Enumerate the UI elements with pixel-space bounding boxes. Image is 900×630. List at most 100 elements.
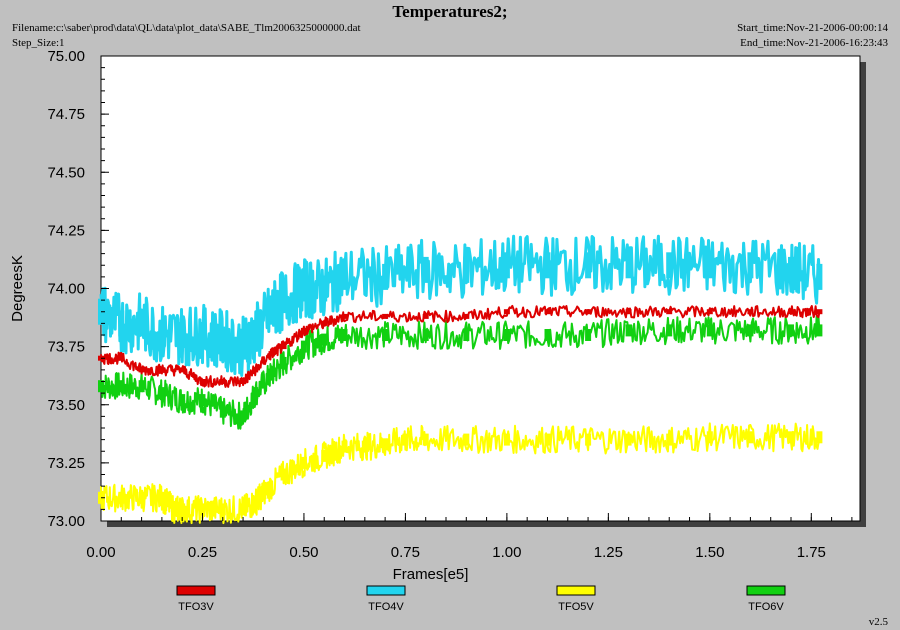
data-point-tfo6v: [666, 324, 673, 337]
data-point-tfo6v: [788, 324, 794, 337]
data-point-tfo3v: [747, 309, 754, 315]
data-point-tfo4v: [179, 322, 186, 348]
data-point-tfo6v: [463, 329, 470, 341]
data-point-tfo3v: [463, 313, 470, 319]
y-tick-label: 74.00: [47, 281, 85, 298]
data-point-tfo4v: [463, 256, 470, 283]
y-tick-label: 74.50: [47, 164, 85, 181]
data-point-tfo6v: [138, 380, 145, 393]
data-point-tfo4v: [503, 252, 510, 279]
data-point-tfo4v: [666, 252, 673, 279]
x-tick-label: 0.75: [391, 544, 420, 561]
data-point-tfo4v: [252, 322, 259, 348]
legend-label-tfo3v: TFO3V: [178, 601, 214, 613]
step-size-label: Step_Size:1: [12, 37, 65, 49]
data-point-tfo5v: [788, 431, 794, 444]
data-point-tfo5v: [280, 468, 287, 481]
legend-label-tfo6v: TFO6V: [748, 601, 784, 613]
data-point-tfo5v: [402, 433, 409, 446]
data-point-tfo6v: [300, 340, 307, 353]
data-point-tfo5v: [382, 438, 389, 451]
data-point-tfo5v: [199, 503, 206, 516]
legend-swatch-tfo5v: [556, 585, 596, 596]
data-point-tfo3v: [252, 367, 259, 373]
data-point-tfo3v: [816, 309, 823, 315]
data-point-tfo5v: [361, 440, 368, 453]
data-point-tfo5v: [158, 491, 165, 504]
x-tick-label: 0.00: [86, 544, 115, 561]
data-point-tfo3v: [321, 320, 328, 326]
data-point-tfo6v: [706, 324, 713, 337]
data-point-tfo3v: [382, 313, 389, 319]
data-point-tfo6v: [199, 394, 206, 407]
y-axis-title: DegreesK: [9, 255, 26, 322]
data-point-tfo6v: [422, 329, 429, 341]
data-point-tfo5v: [747, 431, 754, 444]
data-point-tfo3v: [138, 367, 145, 373]
series-line-tfo4v: [99, 234, 821, 377]
data-point-tfo4v: [240, 333, 247, 360]
x-axis-title: Frames[e5]: [393, 566, 469, 583]
y-tick-label: 73.00: [47, 513, 85, 530]
series-tfo5v: [98, 422, 823, 525]
y-tick-label: 73.25: [47, 455, 85, 472]
data-point-tfo4v: [138, 310, 145, 337]
data-point-tfo6v: [625, 324, 632, 337]
data-point-tfo3v: [503, 309, 510, 315]
data-point-tfo5v: [666, 433, 673, 446]
legend-swatch-tfo4v: [366, 585, 406, 596]
data-point-tfo4v: [747, 252, 754, 279]
data-point-tfo3v: [706, 309, 713, 315]
legend-swatch-tfo3v: [176, 585, 216, 596]
data-point-tfo6v: [585, 329, 592, 341]
y-tick-label: 73.75: [47, 339, 85, 356]
data-point-tfo5v: [463, 433, 470, 446]
data-point-tfo4v: [382, 263, 389, 290]
data-point-tfo3v: [666, 309, 673, 315]
data-point-tfo6v: [252, 387, 259, 400]
data-point-tfo6v: [118, 380, 125, 393]
legend-label-tfo4v: TFO4V: [368, 601, 404, 613]
data-point-tfo3v: [422, 313, 429, 319]
data-point-tfo5v: [260, 487, 267, 500]
data-point-tfo4v: [788, 256, 794, 283]
data-point-tfo5v: [816, 431, 823, 444]
legend: TFO3V TFO4V TFO5V TFO6V: [176, 585, 786, 613]
data-point-tfo5v: [240, 503, 247, 516]
data-point-tfo5v: [585, 433, 592, 446]
data-point-tfo3v: [118, 355, 125, 361]
data-point-tfo6v: [816, 324, 823, 337]
data-point-tfo6v: [341, 329, 348, 341]
data-point-tfo4v: [706, 252, 713, 279]
data-point-tfo4v: [625, 252, 632, 279]
data-point-tfo5v: [503, 433, 510, 446]
axes-layer: 73.00 73.25 73.50 73.75 74.00 74.25 74.50 74.75…: [47, 48, 853, 561]
data-point-tfo6v: [503, 329, 510, 341]
data-point-tfo3v: [219, 379, 226, 384]
data-point-tfo3v: [240, 379, 247, 384]
y-tick-label: 75.00: [47, 48, 85, 65]
data-point-tfo5v: [179, 503, 186, 516]
data-point-tfo5v: [300, 456, 307, 469]
data-point-tfo6v: [321, 333, 328, 346]
data-point-tfo6v: [158, 387, 165, 400]
series-layer: [98, 234, 823, 525]
end-time-label: End_time:Nov-21-2006-16:23:43: [740, 37, 888, 49]
data-point-tfo4v: [816, 263, 823, 290]
data-point-tfo5v: [706, 431, 713, 444]
x-tick-label: 0.25: [188, 544, 217, 561]
data-point-tfo4v: [268, 298, 275, 325]
data-point-tfo6v: [240, 410, 247, 423]
data-point-tfo3v: [179, 367, 186, 373]
data-point-tfo4v: [118, 310, 125, 337]
data-point-tfo4v: [544, 252, 551, 279]
x-tick-label: 1.00: [492, 544, 521, 561]
data-point-tfo6v: [219, 405, 226, 418]
data-point-tfo6v: [544, 329, 551, 341]
data-point-tfo5v: [341, 440, 348, 453]
version-label: v2.5: [868, 616, 888, 628]
filename-label: Filename:c:\saber\prod\data\QL\data\plot…: [12, 22, 361, 34]
data-point-tfo5v: [422, 433, 429, 446]
x-tick-label: 1.50: [695, 544, 724, 561]
data-point-tfo4v: [422, 256, 429, 283]
